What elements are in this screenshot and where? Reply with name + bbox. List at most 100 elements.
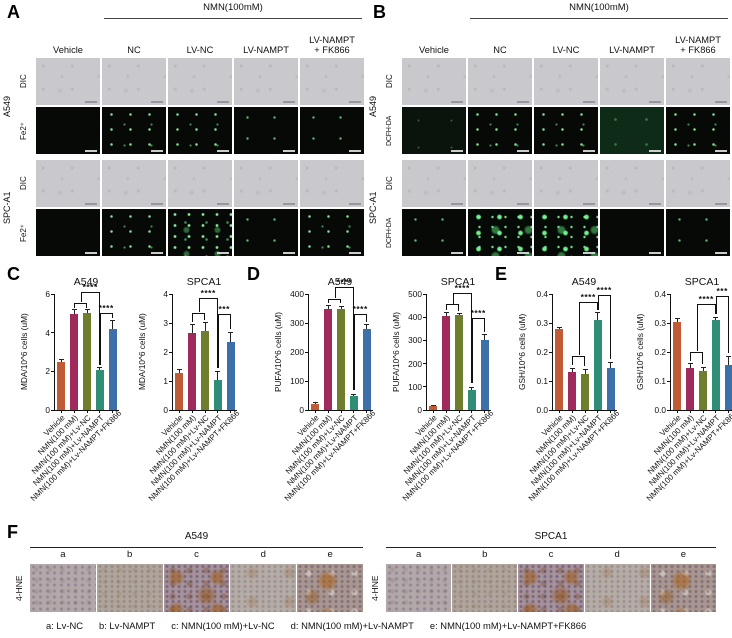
y-tick-mark [423,409,427,411]
significance-label: **** [698,294,714,305]
y-tick-mark [667,293,671,295]
significance-bracket [98,292,100,365]
error-bar [353,393,355,397]
error-bar-cap [189,324,195,326]
plot-area: 0 1 2 3 4 Vehicle NMN(100 mM) NMN(100 mM)+Lv-NC… [146,289,240,503]
micrograph-fluorescence [168,107,232,154]
y-tick-label: 0.3 [654,318,666,328]
error-bar-cap [556,326,562,328]
significance-bracket [471,318,485,320]
significance-bracket [353,314,367,316]
stain-label: DIC [19,74,28,89]
ihc-image [163,564,230,612]
micrograph-dic [234,58,298,105]
micrograph-dic [168,160,232,207]
y-tick-mark [549,380,553,382]
y-tick-mark [51,293,55,295]
y-tick-label: 0 [417,405,422,415]
column-label: LV-NC [552,44,580,55]
chart-gsh-a549: A549 GSH/10^6 cells (uM) 0.0 0.1 0.2 0.3 0.4 Ve… [514,276,624,520]
panel-c-mda-charts: C A549 MDA/10^6 cells (uM) 0 2 4 6 Vehicle NMN(… [0,262,241,520]
column-label: Vehicle [419,44,449,55]
error-bar-cap [176,368,182,370]
significance-bracket [596,301,598,310]
error-bar-cap [228,332,234,334]
y-tick-label: 300 [290,318,304,328]
significance-bracket [690,352,692,361]
y-tick-label: 300 [408,335,422,346]
error-bar-cap [58,359,64,361]
error-bar [99,367,101,371]
column-label: LV-NAMPT + FK866 [309,34,355,55]
significance-label: **** [336,276,352,287]
micrograph-dic [234,160,298,207]
error-bar-cap [430,404,436,406]
y-axis-label: PUFA/10^6 cells (uM) [391,312,401,392]
ihc-image [96,564,163,612]
micrograph-fluorescence [300,209,364,256]
x-tick-mark [689,410,691,413]
significance-bracket [702,352,703,365]
significance-bracket [727,296,729,354]
y-tick-mark [169,409,173,411]
error-bar [73,308,75,315]
error-bar [728,356,730,366]
scale-bar [283,101,295,103]
x-tick-mark [99,410,101,413]
treatment-group-label: NMN(100mM) [203,2,263,13]
micrograph-fluorescence [36,209,100,256]
scale-bar [85,101,97,103]
micrograph-dic [36,58,100,105]
significance-bracket [690,352,703,353]
chart-gsh-spca1: SPCA1 GSH/10^6 cells (uM) 0.0 0.1 0.2 0.3 0.4 V… [632,276,732,520]
micrograph-fluorescence [168,209,232,256]
x-tick-mark [571,410,573,413]
significance-bracket [458,304,459,312]
ihc-column-letter: d [614,549,620,560]
scale-bar [715,252,727,254]
significance-label: **** [82,282,98,293]
plot-area: 0 100 200 300 400 500 Vehicle NMN(100 mM) NMN(10… [400,284,494,503]
error-bar-cap [84,309,90,311]
significance-bracket [715,296,729,298]
micrograph-fluorescence [468,107,532,154]
bar [311,403,320,410]
bar [480,340,489,410]
significance-bracket [74,302,76,308]
error-bar-cap [443,311,449,313]
micrograph-fluorescence [468,209,532,256]
significance-bracket [696,304,698,352]
micrograph-dic [600,58,664,105]
scale-bar [85,252,97,254]
error-bar [86,309,88,314]
error-bar-cap [469,387,475,389]
ihc-column-letter: a [60,549,66,560]
bar [593,320,602,410]
error-bar [204,322,206,332]
error-bar [327,305,329,310]
x-tick-mark [558,410,560,413]
scale-bar [715,101,727,103]
x-tick-mark [86,410,88,413]
scale-bar [349,101,361,103]
group-title: A549 [184,531,209,542]
x-tick-mark [432,410,434,413]
ihc-image [584,564,650,612]
x-tick-mark [610,410,612,413]
micrograph-dic [300,160,364,207]
scale-bar [583,150,595,152]
significance-bracket [192,312,194,322]
y-tick-mark [423,386,427,388]
y-tick-label: 400 [290,289,304,299]
significance-bracket [715,296,717,315]
significance-bracket [99,313,113,315]
column-label: LV-NC [186,44,214,55]
y-tick-label: 3 [163,318,168,328]
stain-label: DIC [385,74,394,89]
y-tick-label: 400 [408,312,422,323]
scale-bar [451,101,463,103]
micrograph-dic [168,58,232,105]
significance-bracket [198,298,218,300]
x-tick-mark [73,410,75,413]
